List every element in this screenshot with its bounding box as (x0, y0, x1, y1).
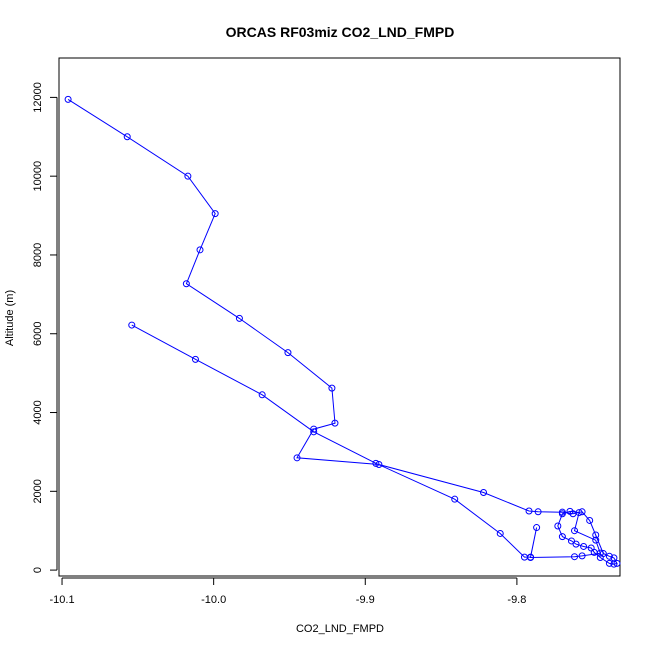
y-tick-label: 6000 (32, 321, 44, 345)
x-tick-label: -10.0 (201, 594, 226, 606)
data-point (613, 559, 621, 567)
data-point (520, 553, 528, 561)
data-point (258, 391, 266, 399)
data-point (578, 508, 586, 516)
data-point (293, 454, 301, 462)
data-point (372, 459, 380, 467)
data-point (128, 321, 136, 329)
data-point (592, 531, 600, 539)
data-point (451, 495, 459, 503)
data-point (182, 280, 190, 288)
data-point (610, 560, 618, 568)
series (64, 95, 621, 568)
data-point (235, 314, 243, 322)
data-point (191, 355, 199, 363)
x-axis: -10.1 -10.0 -9.9 -9.8 (49, 577, 526, 606)
data-point (586, 516, 594, 524)
y-tick-label: 0 (32, 567, 44, 573)
data-point (480, 488, 488, 496)
x-tick-label: -9.9 (356, 594, 375, 606)
data-point (558, 533, 566, 541)
data-point (533, 524, 541, 532)
data-point (331, 419, 339, 427)
data-point (525, 507, 533, 515)
x-tick-label: -9.8 (507, 594, 526, 606)
data-point (578, 552, 586, 560)
data-point (571, 553, 579, 561)
data-point (592, 536, 600, 544)
data-point (534, 508, 542, 516)
data-point (596, 549, 604, 557)
y-tick-label: 10000 (32, 161, 44, 192)
plot-frame (58, 57, 621, 577)
data-point (328, 384, 336, 392)
data-point (496, 529, 504, 537)
x-axis-label: CO2_LND_FMPD (296, 623, 384, 635)
data-point (605, 552, 613, 560)
data-point (566, 507, 574, 515)
data-point (64, 95, 72, 103)
data-point (571, 527, 579, 535)
data-point (596, 553, 604, 561)
chart-title: ORCAS RF03miz CO2_LND_FMPD (226, 24, 455, 40)
y-tick-label: 4000 (32, 400, 44, 424)
data-point (605, 559, 613, 567)
data-point (123, 133, 131, 141)
data-point (310, 428, 318, 436)
y-axis: 0 2000 4000 6000 8000 10000 12000 (32, 82, 58, 573)
data-point (310, 425, 318, 433)
y-tick-label: 8000 (32, 243, 44, 267)
data-point (587, 544, 595, 552)
y-axis-label: Altitude (m) (4, 290, 16, 346)
y-tick-label: 12000 (32, 82, 44, 113)
y-tick-label: 2000 (32, 479, 44, 503)
data-point (184, 172, 192, 180)
data-point (375, 461, 383, 469)
data-point (211, 210, 219, 218)
data-point (196, 246, 204, 254)
data-point (575, 509, 583, 517)
data-point (580, 542, 588, 550)
data-point (567, 537, 575, 545)
data-point (558, 510, 566, 518)
data-point (284, 349, 292, 357)
x-tick-label: -10.1 (49, 594, 74, 606)
data-point (554, 522, 562, 530)
series-line (67, 98, 618, 565)
data-point (572, 540, 580, 548)
